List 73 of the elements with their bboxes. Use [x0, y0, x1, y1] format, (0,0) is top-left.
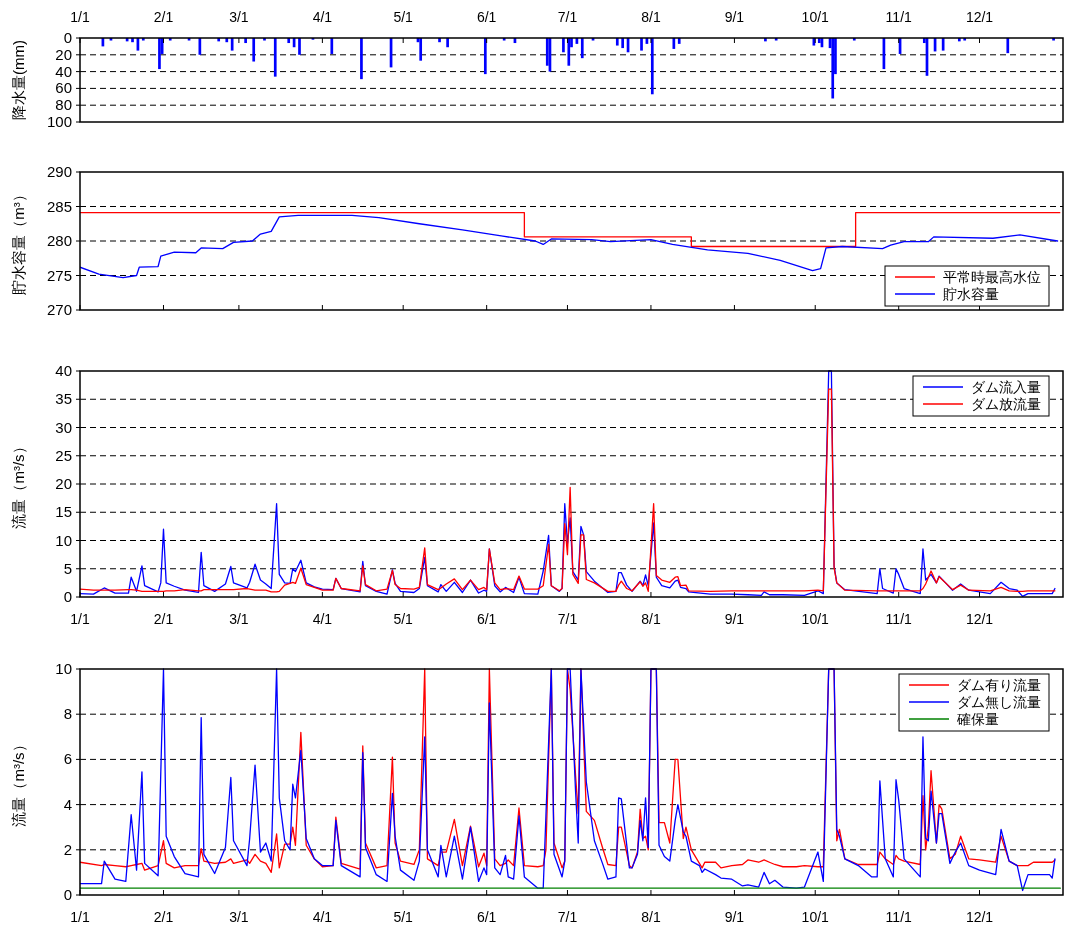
legend-label: ダム有り流量 [957, 677, 1041, 693]
x-tick-label: 5/1 [393, 611, 414, 627]
x-tick-label: 6/1 [476, 611, 497, 627]
x-tick-label: 1/1 [70, 611, 90, 627]
y-tick-label: 0 [63, 29, 72, 46]
y-tick-label: 20 [55, 45, 72, 63]
y-tick-label: 20 [55, 475, 72, 492]
y-tick-label: 290 [46, 163, 72, 180]
x-tick-label: 10/1 [801, 9, 830, 25]
x-tick-label: 6/1 [476, 9, 497, 25]
y-tick-label: 8 [63, 705, 72, 723]
y-axis-title: 流量（m³/s） [10, 439, 27, 529]
x-tick-label: 10/1 [801, 611, 830, 627]
y-tick-label: 100 [46, 113, 72, 130]
x-tick-label: 12/1 [965, 611, 994, 627]
y-tick-label: 40 [55, 362, 72, 379]
legend-label: ダム無し流量 [957, 694, 1041, 710]
legend-label: ダム流入量 [971, 379, 1041, 395]
y-tick-label: 4 [63, 795, 72, 813]
y-tick-label: 15 [55, 503, 72, 521]
x-tick-label: 8/1 [641, 611, 661, 627]
x-tick-label: 8/1 [641, 9, 661, 25]
x-tick-label: 1/1 [70, 909, 90, 925]
x-tick-label: 7/1 [557, 909, 578, 925]
x-tick-label: 8/1 [641, 909, 661, 925]
x-tick-label: 3/1 [229, 611, 249, 627]
x-tick-label: 1/1 [70, 9, 90, 25]
x-tick-label: 7/1 [557, 611, 578, 627]
y-tick-label: 30 [55, 418, 72, 436]
x-tick-label: 2/1 [153, 611, 174, 627]
y-axis-title: 降水量(mm) [10, 40, 27, 120]
y-tick-label: 2 [63, 840, 72, 858]
legend-label: ダム放流量 [971, 396, 1041, 412]
legend-label: 確保量 [956, 711, 999, 727]
x-tick-label: 12/1 [965, 9, 994, 25]
y-axis-title: 流量（m³/s） [10, 737, 27, 827]
y-tick-label: 40 [55, 62, 72, 80]
legend-label: 貯水容量 [943, 286, 999, 302]
y-tick-label: 280 [46, 232, 72, 249]
y-tick-label: 270 [46, 301, 72, 318]
x-tick-label: 11/1 [885, 611, 913, 627]
y-axis-title: 貯水容量（m³） [10, 187, 27, 295]
y-tick-label: 10 [55, 531, 72, 549]
y-tick-label: 0 [63, 588, 72, 605]
y-tick-label: 0 [63, 886, 72, 903]
x-tick-label: 9/1 [724, 611, 745, 627]
x-tick-label: 4/1 [312, 611, 333, 627]
x-tick-label: 9/1 [724, 909, 745, 925]
y-tick-label: 275 [46, 266, 72, 284]
y-tick-label: 35 [55, 390, 72, 408]
y-tick-label: 6 [63, 750, 72, 768]
x-tick-label: 2/1 [153, 9, 174, 25]
y-tick-label: 60 [55, 79, 72, 97]
x-tick-label: 4/1 [312, 909, 333, 925]
x-tick-label: 12/1 [965, 909, 994, 925]
x-tick-label: 11/1 [885, 909, 913, 925]
x-tick-label: 3/1 [229, 9, 249, 25]
x-tick-label: 3/1 [229, 909, 249, 925]
x-tick-label: 4/1 [312, 9, 333, 25]
x-tick-label: 5/1 [393, 909, 414, 925]
y-tick-label: 5 [63, 559, 72, 577]
legend-label: 平常時最高水位 [943, 269, 1041, 285]
x-tick-label: 11/1 [885, 9, 913, 25]
x-tick-label: 7/1 [557, 9, 578, 25]
y-tick-label: 25 [55, 446, 72, 464]
y-tick-label: 285 [46, 197, 72, 215]
x-tick-label: 10/1 [801, 909, 830, 925]
y-tick-label: 10 [55, 660, 72, 677]
x-tick-label: 6/1 [476, 909, 497, 925]
x-tick-label: 5/1 [393, 9, 414, 25]
x-tick-label: 9/1 [724, 9, 745, 25]
x-tick-label: 2/1 [153, 909, 174, 925]
y-tick-label: 80 [55, 96, 72, 114]
